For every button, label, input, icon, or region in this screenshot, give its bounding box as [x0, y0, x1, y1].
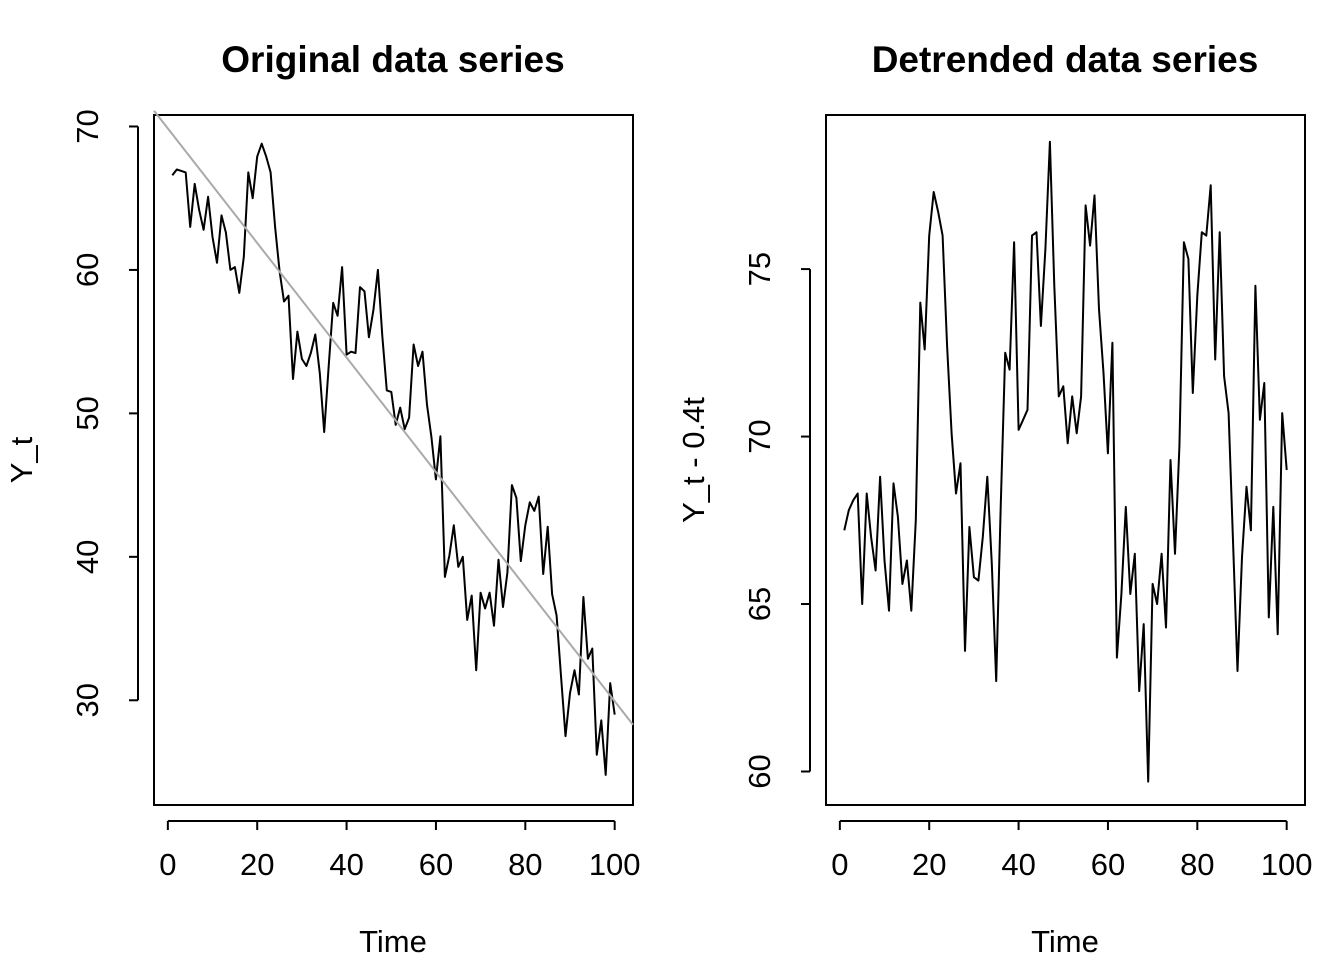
series-line [171, 142, 616, 776]
series-line [843, 140, 1288, 783]
panel-detrended: Detrended data series 0 20 40 60 80 100 60 65 7… [676, 39, 1313, 959]
x-axis-label: Time [359, 924, 427, 959]
x-tick-label: 100 [589, 847, 641, 882]
chart-title: Original data series [221, 39, 564, 80]
x-tick-label: 0 [159, 847, 176, 882]
x-tick-label: 80 [508, 847, 542, 882]
y-tick-label: 50 [70, 396, 105, 430]
x-tick-label: 40 [329, 847, 363, 882]
x-tick-label: 100 [1261, 847, 1313, 882]
y-axis: 30 40 50 60 70 [70, 109, 139, 718]
x-tick-label: 20 [240, 847, 274, 882]
y-tick-label: 70 [742, 419, 777, 453]
x-tick-label: 60 [419, 847, 453, 882]
x-tick-label: 20 [912, 847, 946, 882]
y-tick-label: 40 [70, 540, 105, 574]
panel-original: Original data series 0 20 40 60 80 100 30 40 50… [4, 39, 641, 959]
chart-title: Detrended data series [872, 39, 1259, 80]
y-tick-label: 60 [742, 754, 777, 788]
x-tick-label: 60 [1091, 847, 1125, 882]
series-layer [153, 110, 634, 776]
y-tick-label: 60 [70, 253, 105, 287]
y-tick-label: 30 [70, 683, 105, 717]
x-tick-label: 0 [831, 847, 848, 882]
trend-line [153, 110, 634, 726]
x-tick-label: 80 [1180, 847, 1214, 882]
x-tick-label: 40 [1001, 847, 1035, 882]
x-axis-label: Time [1031, 924, 1099, 959]
y-tick-label: 75 [742, 252, 777, 286]
plot-frame [825, 114, 1306, 806]
y-tick-label: 65 [742, 587, 777, 621]
y-axis-label: Y_t [4, 436, 39, 483]
y-axis-label: Y_t - 0.4t [676, 397, 711, 523]
y-tick-label: 70 [70, 109, 105, 143]
x-axis: 0 20 40 60 80 100 [159, 820, 641, 882]
plot-frame [153, 114, 634, 806]
series-layer [843, 140, 1288, 783]
y-axis: 60 65 70 75 [742, 252, 811, 789]
x-axis: 0 20 40 60 80 100 [831, 820, 1313, 882]
